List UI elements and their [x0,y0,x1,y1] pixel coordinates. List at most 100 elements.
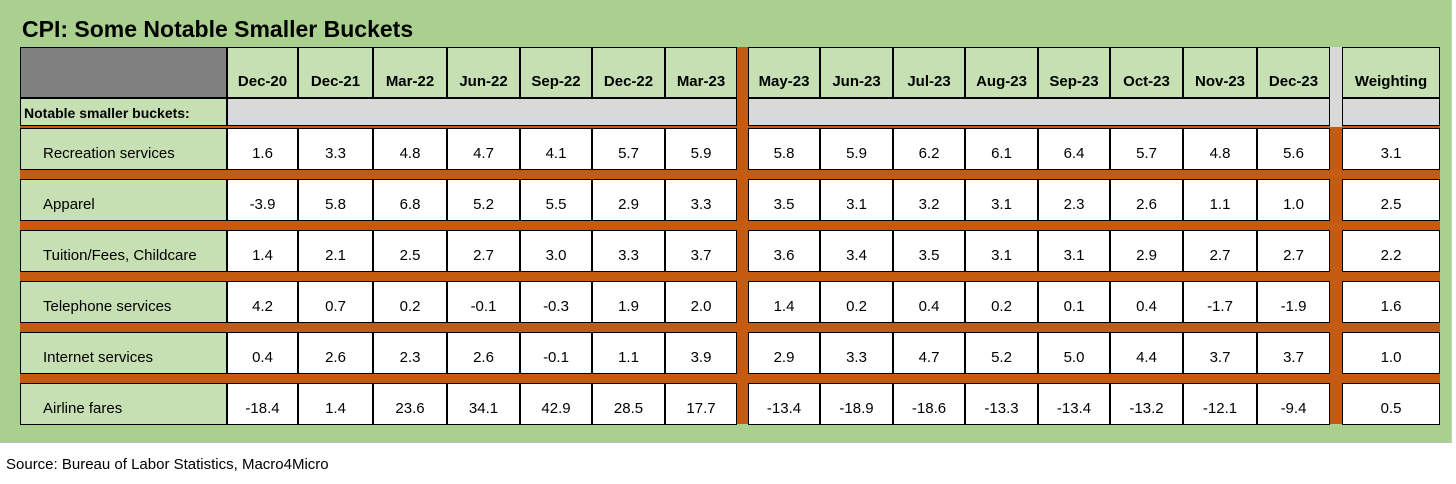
value-cell: 0.4 [893,281,965,323]
value-cell: 5.8 [298,179,373,221]
value-cell: 3.5 [893,230,965,272]
column-header: Aug-23 [965,47,1038,98]
column-header: Dec-20 [227,47,298,98]
value-cell: 0.2 [965,281,1038,323]
value-cell: 34.1 [447,383,520,425]
value-cell: 2.7 [1257,230,1330,272]
value-cell: 1.9 [592,281,665,323]
value-cell: 3.1 [1342,128,1440,170]
value-cell: 3.1 [965,179,1038,221]
column-header: Dec-23 [1257,47,1330,98]
column-header: Nov-23 [1183,47,1257,98]
value-cell: 4.4 [1110,332,1183,374]
column-header: May-23 [748,47,820,98]
value-cell: 5.6 [1257,128,1330,170]
value-cell: -18.9 [820,383,893,425]
section-fill [748,98,1330,126]
value-cell: 5.7 [592,128,665,170]
source-note: Source: Bureau of Labor Statistics, Macr… [6,456,329,473]
value-cell: 1.0 [1257,179,1330,221]
value-cell: 2.0 [665,281,737,323]
value-cell: 0.1 [1038,281,1110,323]
value-cell: 3.1 [965,230,1038,272]
value-cell: -12.1 [1183,383,1257,425]
value-cell: 4.2 [227,281,298,323]
value-cell: 1.4 [227,230,298,272]
value-cell: 23.6 [373,383,447,425]
value-cell: 3.1 [820,179,893,221]
value-cell: 5.8 [748,128,820,170]
value-cell: 5.0 [1038,332,1110,374]
value-cell: 3.7 [1257,332,1330,374]
column-header: Sep-22 [520,47,592,98]
value-cell: 0.7 [298,281,373,323]
value-cell: 1.1 [592,332,665,374]
column-header: Dec-22 [592,47,665,98]
column-header: Weighting [1342,47,1440,98]
row-label: Airline fares [20,383,227,425]
row-label: Apparel [20,179,227,221]
value-cell: 0.4 [1110,281,1183,323]
value-cell: 0.2 [820,281,893,323]
value-cell: 3.1 [1038,230,1110,272]
value-cell: -18.6 [893,383,965,425]
value-cell: 3.0 [520,230,592,272]
row-label: Recreation services [20,128,227,170]
value-cell: 2.2 [1342,230,1440,272]
value-cell: 4.8 [373,128,447,170]
column-header: Jun-23 [820,47,893,98]
value-cell: -1.9 [1257,281,1330,323]
value-cell: 3.5 [748,179,820,221]
column-header: Mar-22 [373,47,447,98]
value-cell: -3.9 [227,179,298,221]
value-cell: 2.9 [748,332,820,374]
value-cell: 6.4 [1038,128,1110,170]
column-header: Oct-23 [1110,47,1183,98]
value-cell: -0.3 [520,281,592,323]
value-cell: -13.2 [1110,383,1183,425]
value-cell: 2.6 [298,332,373,374]
value-cell: 3.9 [665,332,737,374]
value-cell: -13.4 [748,383,820,425]
value-cell: 4.8 [1183,128,1257,170]
value-cell: -0.1 [447,281,520,323]
value-cell: -0.1 [520,332,592,374]
value-cell: 1.0 [1342,332,1440,374]
value-cell: 2.7 [1183,230,1257,272]
title: CPI: Some Notable Smaller Buckets [22,16,414,42]
value-cell: 0.5 [1342,383,1440,425]
value-cell: 2.3 [373,332,447,374]
value-cell: 4.7 [447,128,520,170]
value-cell: 5.9 [665,128,737,170]
value-cell: 2.9 [592,179,665,221]
value-cell: 2.3 [1038,179,1110,221]
section-fill [227,98,737,126]
header-gap [1330,47,1342,127]
value-cell: 2.6 [1110,179,1183,221]
value-cell: 3.7 [665,230,737,272]
column-header: Mar-23 [665,47,737,98]
value-cell: 3.4 [820,230,893,272]
value-cell: 1.6 [1342,281,1440,323]
value-cell: 0.2 [373,281,447,323]
value-cell: 6.8 [373,179,447,221]
value-cell: 17.7 [665,383,737,425]
value-cell: 3.3 [820,332,893,374]
value-cell: -18.4 [227,383,298,425]
value-cell: 3.7 [1183,332,1257,374]
corner-cell [20,47,227,98]
value-cell: 1.4 [298,383,373,425]
value-cell: 2.5 [1342,179,1440,221]
value-cell: 2.7 [447,230,520,272]
value-cell: 5.7 [1110,128,1183,170]
column-header: Dec-21 [298,47,373,98]
value-cell: 1.6 [227,128,298,170]
value-cell: 3.3 [298,128,373,170]
value-cell: 6.2 [893,128,965,170]
value-cell: 5.5 [520,179,592,221]
value-cell: 4.7 [893,332,965,374]
value-cell: 5.9 [820,128,893,170]
column-header: Sep-23 [1038,47,1110,98]
value-cell: 2.1 [298,230,373,272]
